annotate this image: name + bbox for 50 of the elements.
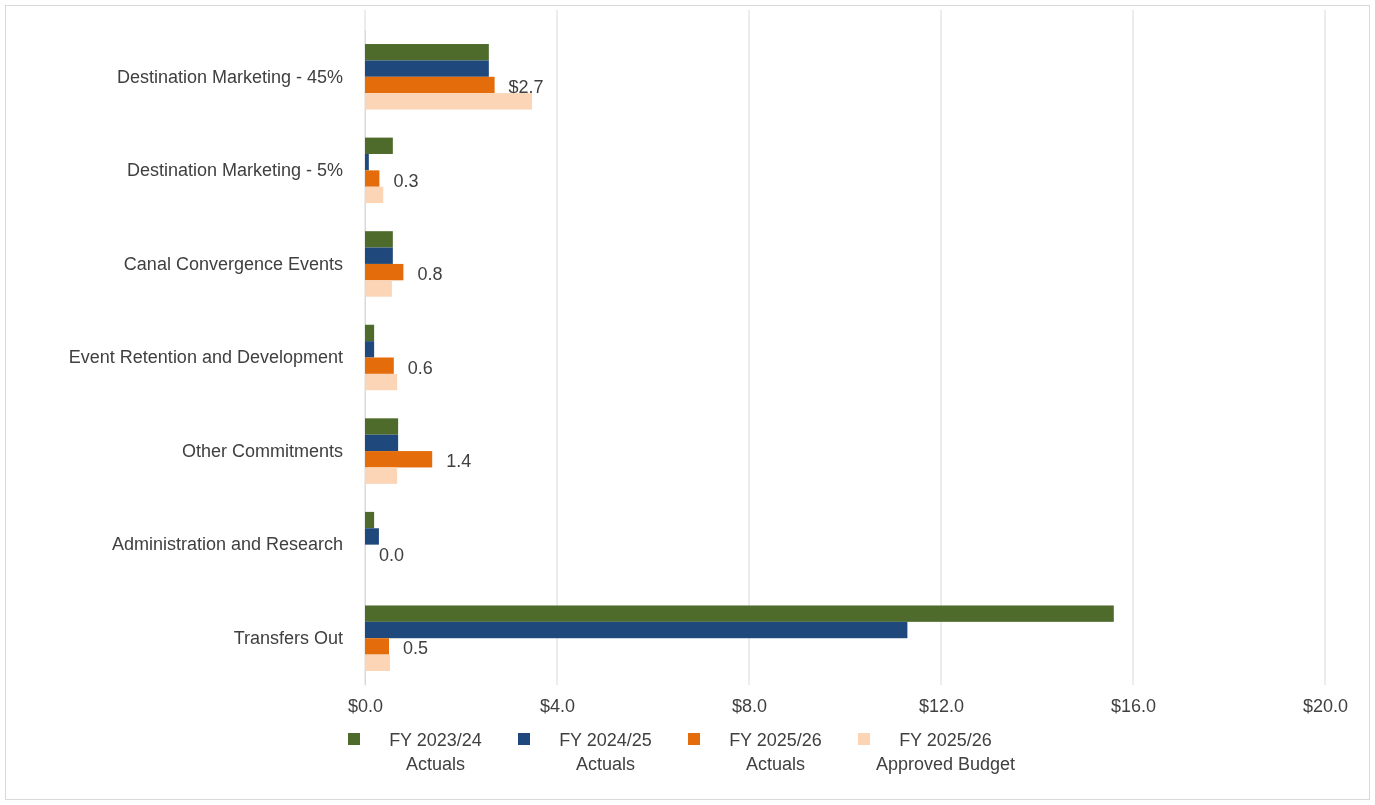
bar bbox=[365, 357, 394, 374]
bar bbox=[365, 231, 393, 248]
legend-label: FY 2023/24 Actuals bbox=[388, 729, 483, 776]
bar bbox=[365, 511, 375, 529]
legend-label: FY 2025/26 Actuals bbox=[728, 729, 823, 776]
bar bbox=[365, 280, 392, 297]
y-tick-label: Canal Convergence Events bbox=[123, 253, 343, 274]
x-tick-label: $12.0 bbox=[918, 695, 965, 716]
bar bbox=[365, 137, 393, 154]
data-label: $2.7 bbox=[508, 76, 544, 97]
x-tick-label: $0.0 bbox=[347, 695, 384, 716]
data-label: 0.0 bbox=[379, 544, 405, 565]
x-tick-label: $4.0 bbox=[539, 695, 576, 716]
y-tick-label: Destination Marketing - 45% bbox=[116, 66, 343, 87]
bar bbox=[365, 263, 404, 281]
data-label: 0.3 bbox=[393, 170, 419, 191]
data-label: 1.4 bbox=[446, 451, 472, 472]
data-label: 0.8 bbox=[417, 264, 443, 285]
bar bbox=[365, 153, 369, 171]
legend-label: FY 2025/26 Approved Budget bbox=[875, 729, 1016, 776]
bar bbox=[365, 324, 375, 342]
bar bbox=[365, 418, 399, 435]
bar bbox=[365, 621, 908, 639]
y-tick-label: Administration and Research bbox=[111, 534, 343, 555]
bar bbox=[365, 467, 398, 484]
bar bbox=[365, 451, 433, 468]
y-tick-label: Other Commitments bbox=[181, 440, 343, 461]
x-tick-label: $20.0 bbox=[1302, 695, 1349, 716]
y-tick-label: Destination Marketing - 5% bbox=[126, 160, 343, 181]
bar bbox=[365, 247, 393, 264]
bar bbox=[365, 60, 489, 77]
bar bbox=[365, 638, 389, 655]
x-tick-label: $8.0 bbox=[731, 695, 768, 716]
data-label: 0.6 bbox=[407, 357, 433, 378]
bar bbox=[365, 76, 495, 94]
bar bbox=[365, 373, 398, 391]
bar bbox=[365, 605, 1114, 622]
bar bbox=[365, 341, 375, 358]
bar bbox=[365, 170, 380, 187]
bar bbox=[365, 93, 533, 110]
y-tick-label: Transfers Out bbox=[233, 627, 343, 648]
bar bbox=[365, 186, 384, 204]
bar bbox=[365, 528, 379, 545]
bar bbox=[365, 44, 489, 61]
y-tick-label: Event Retention and Development bbox=[68, 347, 343, 368]
bar bbox=[365, 434, 399, 452]
data-label: 0.5 bbox=[403, 638, 429, 659]
legend-label: FY 2024/25 Actuals bbox=[558, 729, 653, 776]
x-tick-label: $16.0 bbox=[1110, 695, 1157, 716]
bar bbox=[365, 654, 390, 671]
